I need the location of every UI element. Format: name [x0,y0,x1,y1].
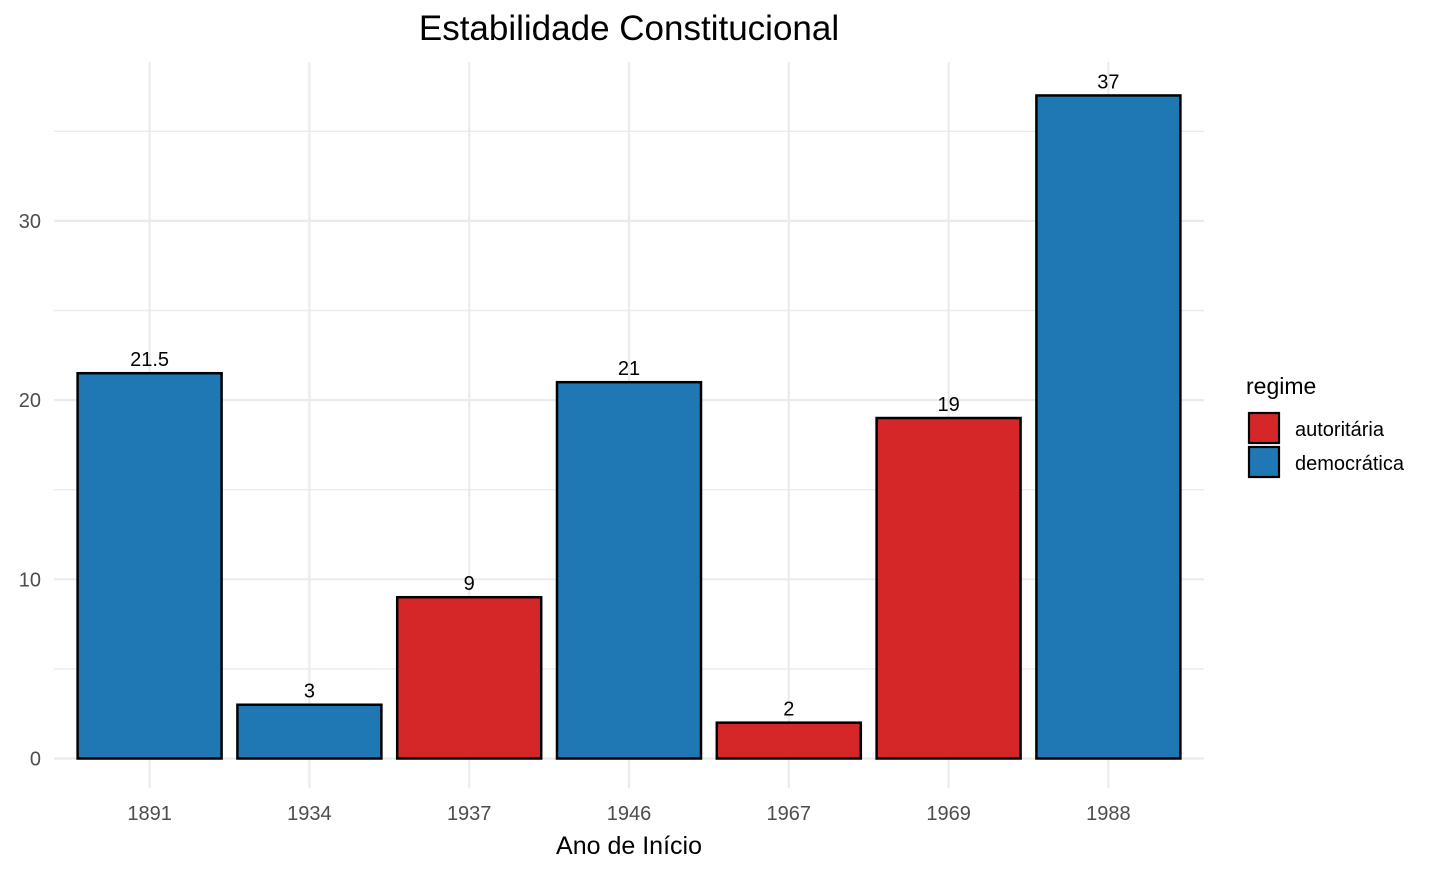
bar-1946 [555,380,703,760]
data-label-1988: 37 [1097,71,1119,93]
x-tick-label-1934: 1934 [287,803,332,825]
legend-title: regime [1246,373,1316,399]
chart-title: Estabilidade Constitucional [419,9,839,48]
x-tick-label-1946: 1946 [607,803,652,825]
data-label-1934: 3 [304,681,315,703]
x-tick-label-1988: 1988 [1086,803,1131,825]
y-tick-label-0: 0 [30,749,41,771]
x-axis-title: Ano de Início [556,832,702,860]
bar-1937 [395,595,543,760]
data-label-1969: 19 [937,394,959,416]
x-tick-label-1969: 1969 [926,803,971,825]
bar-1969 [875,416,1022,760]
legend: regime autoritária democrática [1246,373,1405,479]
data-labels: 21.5 3 9 21 2 19 37 [130,71,1119,720]
data-label-1946: 21 [618,358,640,380]
legend-swatch-democrática [1247,445,1281,479]
bar-1934 [236,703,383,760]
x-tick-label-1891: 1891 [127,803,172,825]
x-tick-label-1937: 1937 [447,803,492,825]
y-tick-label-10: 10 [19,569,41,591]
x-tick-label-1967: 1967 [767,803,812,825]
bar-1967 [715,721,863,760]
bars [76,94,1182,760]
legend-label-autoritária: autoritária [1295,419,1385,441]
bar-1891 [76,371,223,760]
legend-swatch-autoritária [1247,411,1281,445]
data-label-1937: 9 [464,573,475,595]
y-tick-label-30: 30 [19,211,41,233]
data-label-1891: 21.5 [130,349,169,371]
data-label-1967: 2 [783,699,794,721]
y-axis-ticks: 0 10 20 30 [19,211,41,771]
bar-1988 [1035,94,1182,760]
legend-entries: autoritária democrática [1247,411,1405,479]
legend-label-democrática: democrática [1295,453,1405,475]
x-axis-ticks: 1891 1934 1937 1946 1967 1969 1988 [127,803,1130,825]
y-tick-label-20: 20 [19,390,41,412]
